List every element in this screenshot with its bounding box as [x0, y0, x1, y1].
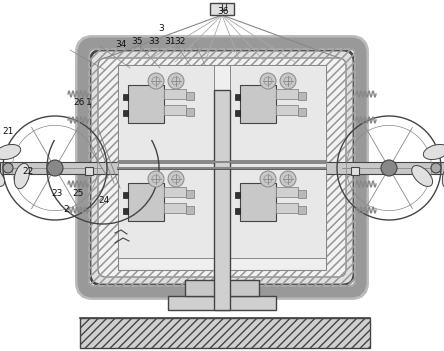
Bar [351, 167, 359, 175]
Ellipse shape [0, 166, 4, 186]
Bar [123, 192, 128, 198]
Circle shape [260, 171, 276, 187]
Circle shape [381, 160, 397, 176]
Text: 31: 31 [164, 37, 175, 46]
Bar [164, 105, 186, 115]
Bar [230, 65, 326, 160]
Bar [85, 167, 93, 175]
Bar [235, 192, 240, 198]
Circle shape [431, 163, 441, 173]
Bar [298, 92, 306, 100]
Text: 33: 33 [149, 37, 160, 46]
Bar [80, 318, 370, 348]
Circle shape [3, 163, 13, 173]
Bar [235, 110, 240, 116]
Bar [186, 108, 194, 116]
Bar [164, 203, 186, 213]
Circle shape [280, 73, 296, 89]
Circle shape [148, 73, 164, 89]
Bar [240, 183, 276, 221]
Ellipse shape [412, 166, 432, 186]
Ellipse shape [442, 163, 444, 189]
Bar [235, 208, 240, 214]
Text: 24: 24 [98, 196, 110, 205]
Bar [168, 296, 276, 310]
Bar [164, 89, 186, 99]
Text: 3: 3 [158, 24, 163, 33]
Text: 25: 25 [72, 189, 83, 198]
Text: 35: 35 [131, 37, 143, 46]
Bar [123, 110, 128, 116]
Bar [230, 163, 326, 258]
Bar [128, 183, 164, 221]
Bar [214, 90, 230, 310]
Circle shape [260, 73, 276, 89]
Bar [276, 203, 298, 213]
Bar [118, 65, 326, 165]
Text: 26: 26 [73, 98, 85, 107]
Text: 21: 21 [2, 127, 14, 136]
Bar [0, 162, 444, 174]
Bar [298, 206, 306, 214]
Bar [210, 3, 234, 15]
Bar [118, 65, 214, 160]
Bar [128, 85, 164, 123]
Circle shape [148, 171, 164, 187]
Bar [276, 89, 298, 99]
Text: 32: 32 [174, 37, 186, 46]
Bar [276, 105, 298, 115]
Bar [235, 94, 240, 100]
Bar [186, 92, 194, 100]
Bar [185, 280, 259, 296]
Circle shape [280, 171, 296, 187]
Bar [298, 108, 306, 116]
Bar [298, 190, 306, 198]
Text: 36: 36 [218, 7, 229, 16]
Circle shape [47, 160, 63, 176]
Circle shape [168, 171, 184, 187]
Bar [240, 85, 276, 123]
Bar [123, 208, 128, 214]
Bar [164, 187, 186, 197]
Bar [186, 190, 194, 198]
Ellipse shape [0, 145, 21, 160]
FancyBboxPatch shape [90, 50, 354, 285]
Ellipse shape [14, 163, 29, 189]
Bar [276, 187, 298, 197]
Circle shape [168, 73, 184, 89]
Text: 34: 34 [115, 40, 127, 49]
Text: 2: 2 [63, 205, 68, 214]
FancyBboxPatch shape [98, 58, 346, 277]
Ellipse shape [423, 145, 444, 160]
Text: 23: 23 [51, 189, 63, 198]
Bar [123, 94, 128, 100]
Bar [118, 170, 326, 270]
Text: 22: 22 [22, 167, 33, 176]
Bar [186, 206, 194, 214]
Bar [118, 163, 214, 258]
Text: 1: 1 [86, 98, 91, 107]
